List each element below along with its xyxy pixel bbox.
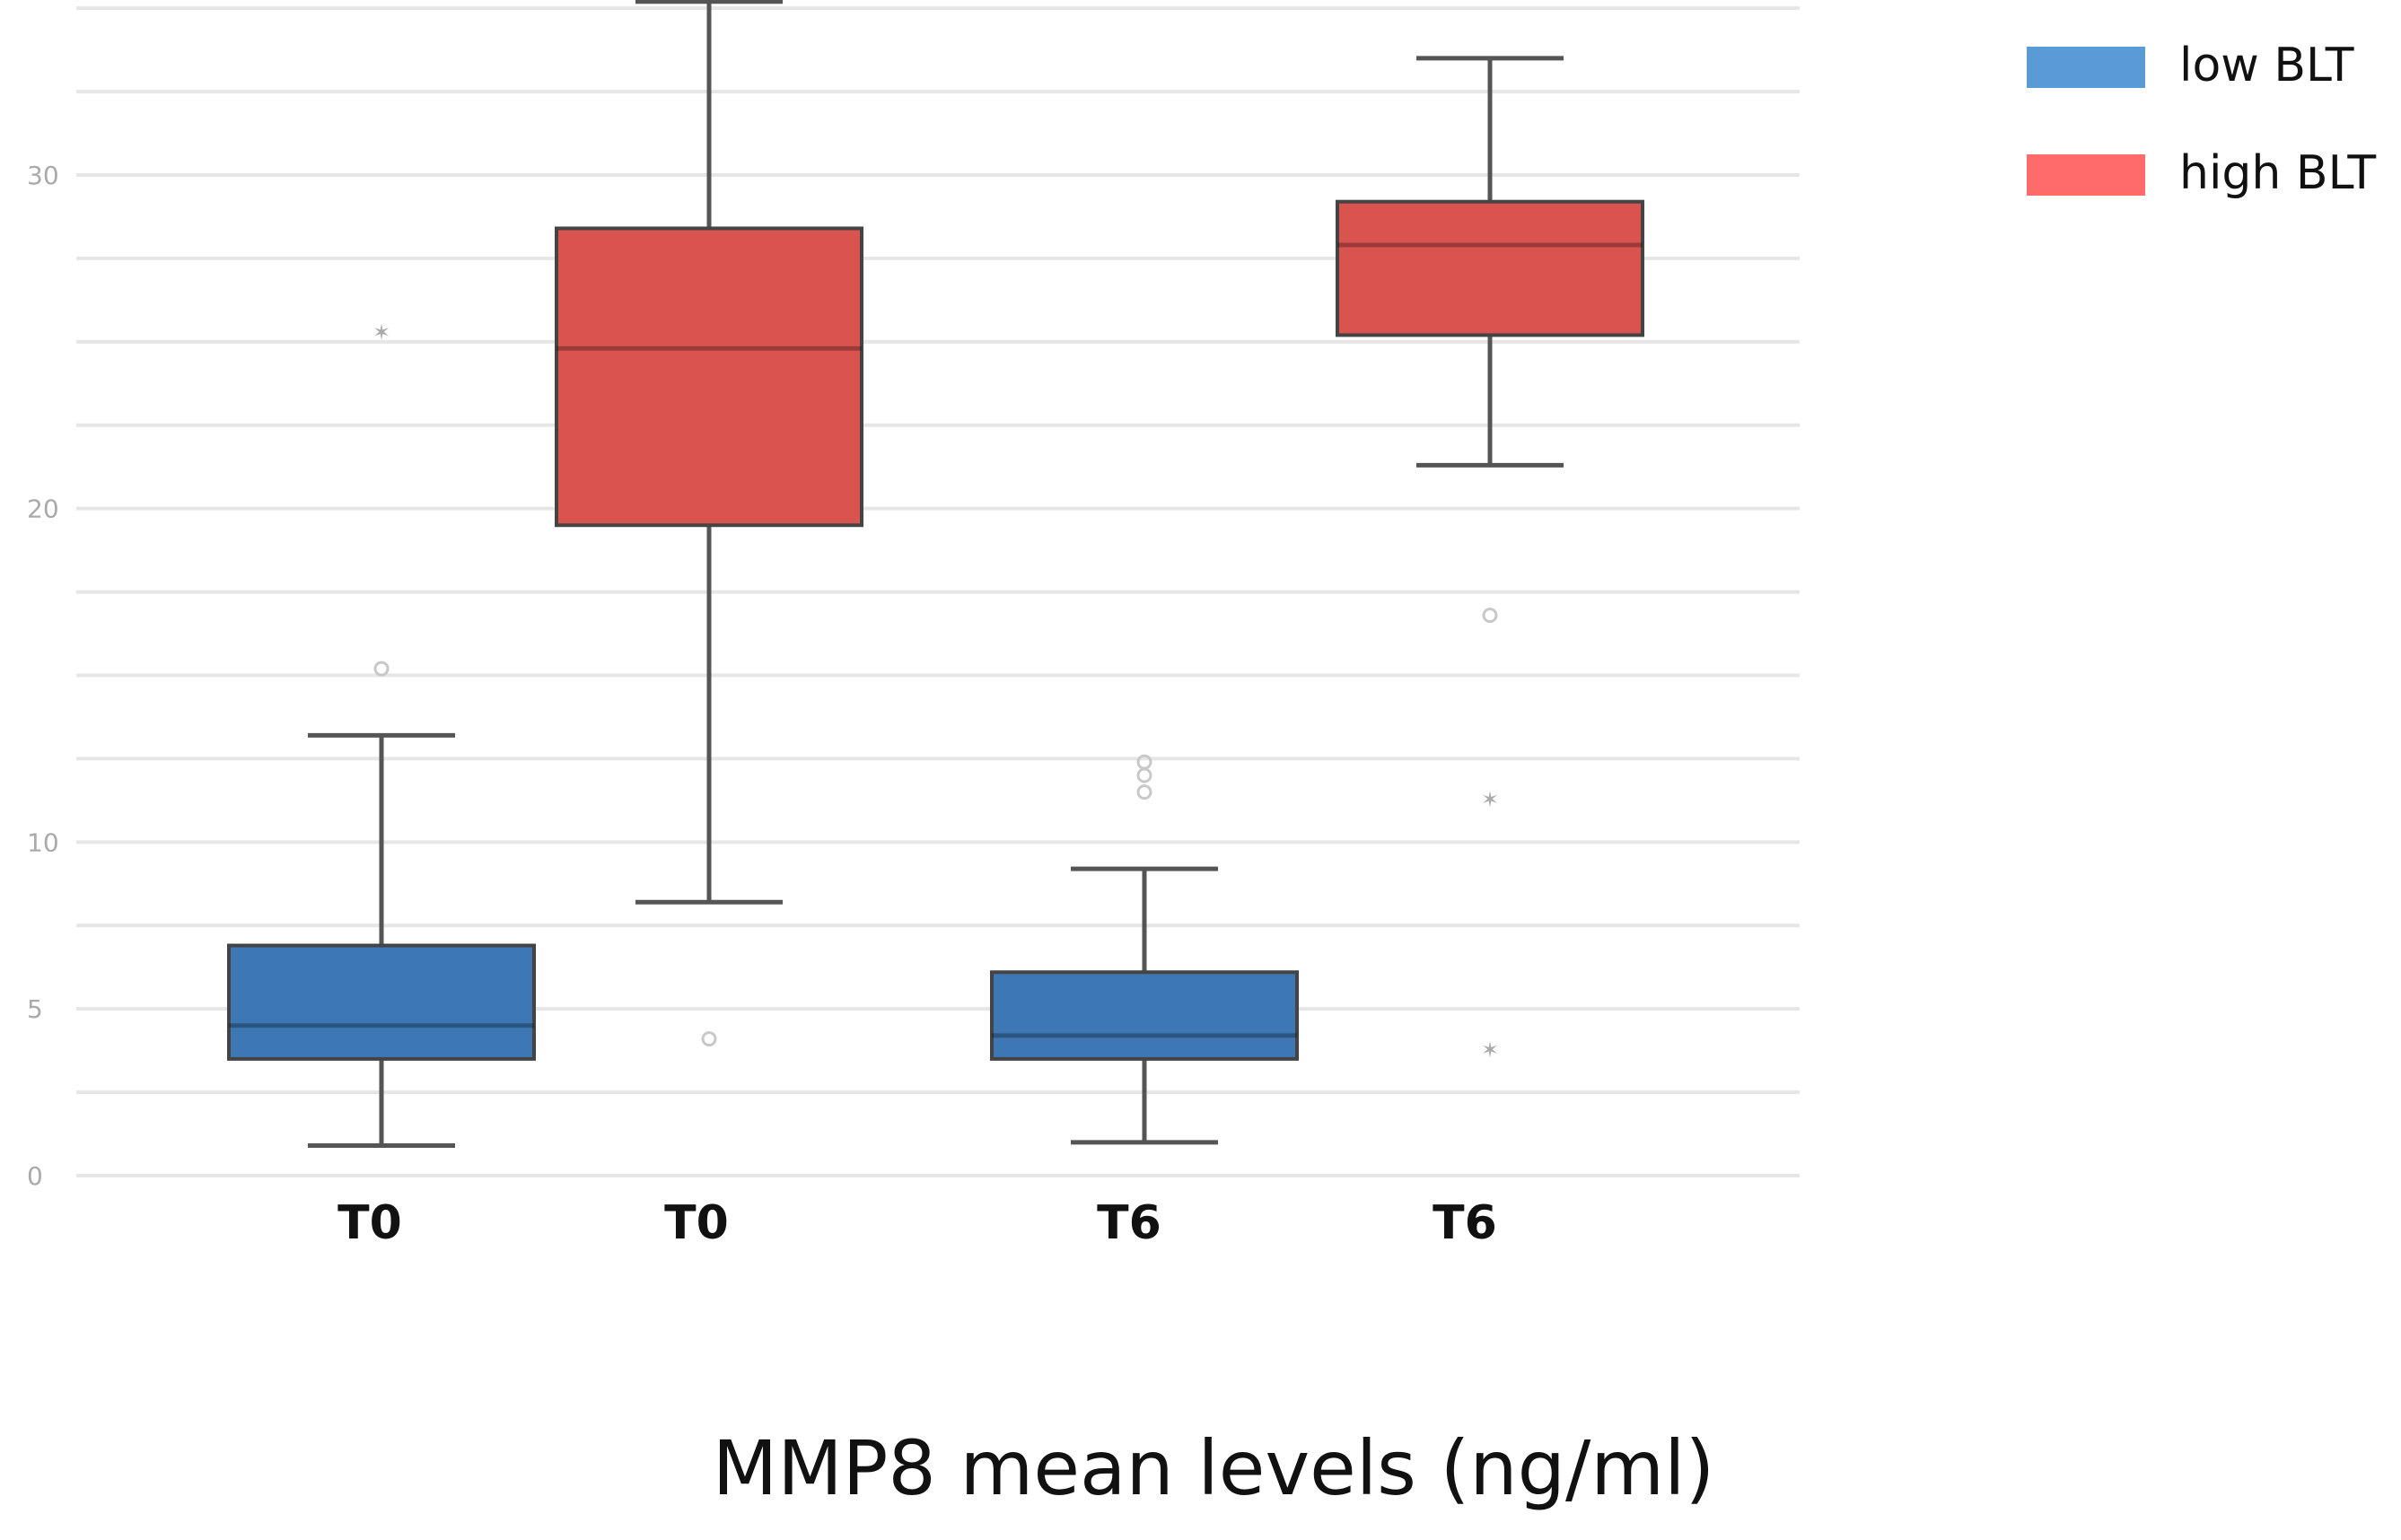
x-axis-title: MMP8 mean levels (ng/ml) <box>713 1424 1714 1512</box>
x-category-label: T0 <box>664 1196 729 1250</box>
y-tick-label: 5 <box>27 994 43 1024</box>
legend-label-high-blt: high BLT <box>2179 146 2376 200</box>
grid-layer <box>76 6 1800 1177</box>
box-body-low-blt-t0 <box>227 943 536 1061</box>
box-high-blt-t6: ✶✶ <box>1336 56 1644 1063</box>
legend: low BLT high BLT <box>2027 39 2376 200</box>
legend-swatch-high-blt <box>2027 154 2145 196</box>
outlier-star-low-blt-t0: ✶ <box>372 320 390 346</box>
outlier-circle-low-blt-t0 <box>373 661 390 677</box>
y-tick-label: 0 <box>27 1161 43 1191</box>
y-tick-label: 30 <box>27 161 59 190</box>
y-tick-label: 20 <box>27 494 59 524</box>
box-layer: ✶✶✶ <box>227 0 1644 1149</box>
box-low-blt-t6 <box>990 754 1299 1145</box>
legend-swatch-low-blt <box>2027 47 2145 88</box>
outlier-circle-high-blt-t0 <box>701 1031 717 1047</box>
outlier-star-high-blt-t6: ✶ <box>1481 1037 1499 1063</box>
y-tick-layer: 0 5 10 20 30 <box>27 161 59 1191</box>
box-body-high-blt-t6 <box>1336 199 1644 337</box>
box-body-high-blt-t0 <box>555 226 863 528</box>
x-category-label: T6 <box>1097 1196 1161 1250</box>
outlier-circle-low-blt-t6 <box>1136 767 1152 783</box>
box-low-blt-t0: ✶ <box>227 320 536 1149</box>
legend-label-low-blt: low BLT <box>2179 39 2354 92</box>
category-label-layer: T0 T0 T6 T6 <box>337 1196 1497 1250</box>
x-category-label: T6 <box>1433 1196 1497 1250</box>
box-high-blt-t0 <box>555 0 863 1047</box>
outlier-circle-low-blt-t6 <box>1136 754 1152 770</box>
box-body-low-blt-t6 <box>990 970 1299 1061</box>
outlier-star-high-blt-t6: ✶ <box>1481 787 1499 812</box>
outlier-circle-high-blt-t6 <box>1482 608 1498 624</box>
y-tick-label: 10 <box>27 827 59 857</box>
outlier-circle-low-blt-t6 <box>1136 784 1152 801</box>
x-category-label: T0 <box>337 1196 402 1250</box>
